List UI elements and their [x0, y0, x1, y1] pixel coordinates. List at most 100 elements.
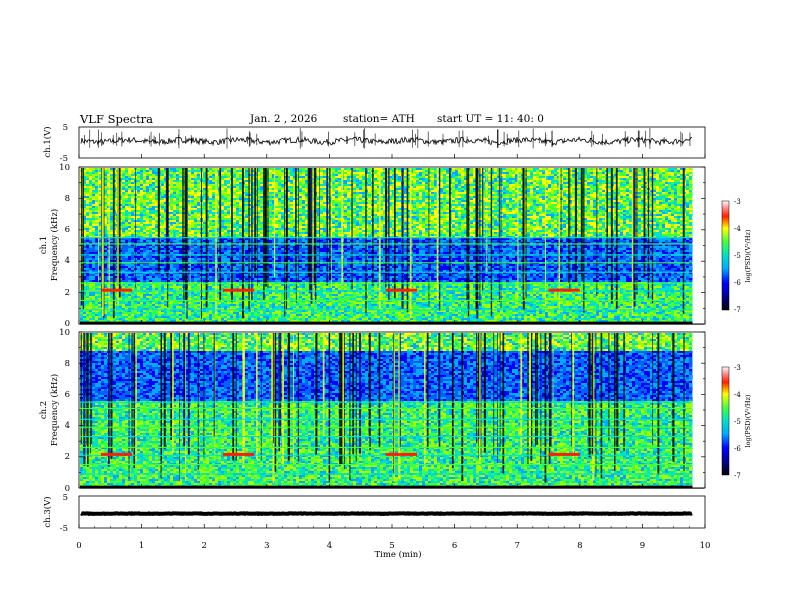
spec-cell: [122, 278, 125, 280]
spec-cell: [92, 278, 95, 280]
spec-cell: [128, 278, 131, 280]
spec-cell: [125, 214, 128, 216]
spec-cell: [116, 306, 119, 308]
spec-cell: [128, 302, 131, 304]
spec-cell: [95, 180, 98, 182]
spec-cell: [125, 210, 128, 212]
spec-cell: [95, 258, 98, 260]
spec-cell: [122, 228, 125, 230]
spec-cell: [122, 314, 125, 316]
spec-cell: [110, 292, 113, 294]
spec-cell: [125, 194, 128, 196]
spec-cell: [92, 192, 95, 194]
spec-cell: [95, 182, 98, 184]
spec-cell: [122, 218, 125, 220]
spec-cell: [86, 188, 89, 190]
spec-cell: [125, 292, 128, 294]
spec-cell: [125, 274, 128, 276]
spec-cell: [86, 286, 89, 288]
spec-cell: [104, 280, 107, 282]
spec-cell: [128, 176, 131, 178]
spec-cell: [104, 316, 107, 318]
spec-cell: [89, 260, 92, 262]
spec-cell: [110, 226, 113, 228]
spec-cell: [110, 224, 113, 226]
spec-cell: [125, 304, 128, 306]
spec-cell: [122, 220, 125, 222]
spec-cell: [131, 180, 134, 182]
spec-cell: [122, 316, 125, 318]
spec-cell: [119, 314, 122, 316]
spec-cell: [110, 294, 113, 296]
date-label: Jan. 2 , 2026: [249, 113, 318, 125]
spec-cell: [110, 232, 113, 234]
spec-cell: [122, 280, 125, 282]
spec-cell: [104, 276, 107, 278]
spec-cell: [125, 176, 128, 178]
spec-cell: [92, 184, 95, 186]
spec-cell: [131, 298, 134, 300]
spec-cell: [122, 276, 125, 278]
spec-cell: [104, 218, 107, 220]
spec-cell: [128, 224, 131, 226]
spec-cell: [104, 202, 107, 204]
spec-cell: [95, 264, 98, 266]
spec-cell: [104, 226, 107, 228]
spec-cell: [92, 194, 95, 196]
spec-cell: [89, 292, 92, 294]
ch1-spectrogram-panel: 0 2 4 6 8 10 ch.1 Frequency (kHz) -3 -4 …: [39, 163, 752, 329]
spec-cell: [95, 172, 98, 174]
spec-cell: [98, 312, 101, 314]
spec-cell: [86, 222, 89, 224]
spec-cell: [125, 314, 128, 316]
spec-cell: [95, 210, 98, 212]
spec-cell: [92, 238, 95, 240]
spec-cell: [104, 256, 107, 258]
spec-cell: [89, 240, 92, 242]
spec-cell: [80, 314, 83, 316]
spec-cell: [104, 186, 107, 188]
spec-cell: [92, 200, 95, 202]
spec-cell: [131, 314, 134, 316]
spec-cell: [125, 206, 128, 208]
spec-cell: [95, 190, 98, 192]
spec-cell: [95, 318, 98, 320]
spec-cell: [122, 302, 125, 304]
spec-cell: [122, 266, 125, 268]
spec-cell: [128, 186, 131, 188]
spec-cell: [89, 210, 92, 212]
spec-cell: [110, 230, 113, 232]
spec-cell: [92, 250, 95, 252]
spec-cell: [86, 288, 89, 290]
spec-cell: [122, 204, 125, 206]
spec-cell: [110, 200, 113, 202]
spec-cell: [122, 294, 125, 296]
spec-cell: [95, 220, 98, 222]
spec-cell: [110, 284, 113, 286]
spec-cell: [86, 176, 89, 178]
spec-cell: [122, 168, 125, 170]
spec-cell: [104, 168, 107, 170]
spec-cell: [122, 188, 125, 190]
spec-cell: [128, 258, 131, 260]
spec-cell: [128, 172, 131, 174]
spec-cell: [98, 298, 101, 300]
spec-cell: [128, 196, 131, 198]
spec-cell: [104, 198, 107, 200]
spec-cell: [104, 246, 107, 248]
spec-cell: [119, 312, 122, 314]
spec-cell: [86, 228, 89, 230]
spec-cell: [104, 216, 107, 218]
spec-cell: [125, 234, 128, 236]
spec-cell: [131, 224, 134, 226]
spec-cell: [89, 192, 92, 194]
spec-cell: [92, 196, 95, 198]
spec-cell: [110, 196, 113, 198]
spec-cell: [128, 280, 131, 282]
spec-cell: [116, 316, 119, 318]
spec-cell: [125, 316, 128, 318]
spec-cell: [104, 294, 107, 296]
spec-cell: [122, 232, 125, 234]
spec-cell: [92, 288, 95, 290]
spec-cell: [131, 318, 134, 320]
